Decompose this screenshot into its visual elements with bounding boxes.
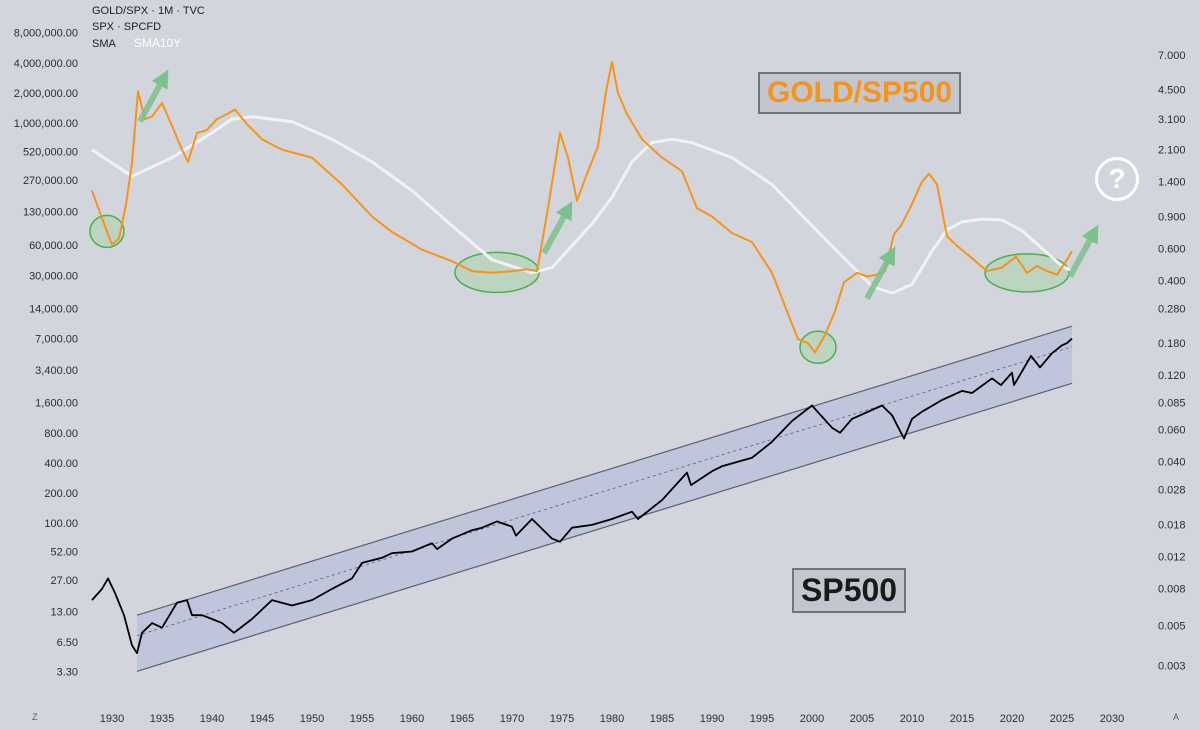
time-axis-tick: 1985	[650, 713, 674, 725]
time-axis-tick: 2015	[950, 713, 974, 725]
legend-sma[interactable]: SMA SMA10Y	[92, 35, 205, 52]
right-axis-tick: 0.008	[1158, 583, 1186, 595]
regression-channel-lower	[136, 382, 1073, 672]
right-axis-tick: 0.018	[1158, 520, 1186, 532]
right-axis-tick: 0.060	[1158, 425, 1186, 437]
left-axis-tick: 100.00	[44, 518, 78, 530]
legend-sma-label: SMA	[92, 38, 116, 50]
right-axis-tick: 7.000	[1158, 50, 1186, 62]
question-mark-icon: ?	[1095, 157, 1139, 201]
chart-legend: GOLD/SPX · 1M · TVC SPX · SPCFD SMA SMA10…	[92, 3, 205, 52]
left-axis-tick: 1,000,000.00	[14, 118, 78, 130]
time-axis-tick: 2030	[1100, 713, 1124, 725]
left-price-axis: 8,000,000.00 4,000,000.00 2,000,000.00 1,00…	[14, 28, 78, 679]
left-axis-tick: 4,000,000.00	[14, 58, 78, 70]
left-axis-tick: 8,000,000.00	[14, 28, 78, 40]
legend-sma-tag: SMA10Y	[133, 36, 182, 50]
time-axis-tick: 1965	[450, 713, 474, 725]
right-axis-tick: 2.100	[1158, 145, 1186, 157]
legend-spx[interactable]: SPX · SPCFD	[92, 21, 162, 33]
time-axis-tick: 2010	[900, 713, 924, 725]
right-axis-tick: 0.012	[1158, 551, 1186, 563]
left-axis-tick: 6.50	[57, 637, 78, 649]
right-axis-tick: 0.085	[1158, 397, 1186, 409]
right-price-axis: 7.000 4.500 3.100 2.100 1.400 0.900 0.600 0.400…	[1158, 50, 1186, 673]
left-axis-tick: 13.00	[50, 607, 78, 619]
timezone-button[interactable]: Z	[32, 712, 38, 722]
sma10y-series-line	[91, 115, 1073, 295]
left-axis-tick: 7,000.00	[35, 334, 78, 346]
time-axis-tick: 1950	[300, 713, 324, 725]
regression-channel-fill	[137, 326, 1072, 672]
regression-channel-upper	[136, 325, 1073, 616]
right-axis-tick: 0.003	[1158, 661, 1186, 673]
right-axis-tick: 0.900	[1158, 211, 1186, 223]
time-axis-tick: 1975	[550, 713, 574, 725]
right-axis-tick: 4.500	[1158, 85, 1186, 97]
left-axis-tick: 520,000.00	[23, 146, 78, 158]
regression-channel-middle	[136, 346, 1073, 637]
right-axis-tick: 0.120	[1158, 370, 1186, 382]
right-axis-tick: 0.400	[1158, 275, 1186, 287]
right-axis-tick: 0.040	[1158, 457, 1186, 469]
right-axis-tick: 1.400	[1158, 177, 1186, 189]
right-axis-tick: 0.028	[1158, 485, 1186, 497]
trend-arrows	[137, 69, 1099, 300]
time-axis: 1930 1935 1940 1945 1950 1955 1960 1965 1970 1975…	[100, 713, 1124, 725]
time-axis-tick: 2000	[800, 713, 824, 725]
time-axis-tick: 1940	[200, 713, 224, 725]
spx-series-line	[91, 337, 1073, 655]
time-axis-tick: 1935	[150, 713, 174, 725]
trend-arrow	[137, 69, 169, 123]
right-axis-tick: 0.005	[1158, 620, 1186, 632]
sp500-title: SP500	[792, 568, 907, 613]
time-axis-tick: 2020	[1000, 713, 1024, 725]
gold-sp500-title: GOLD/SP500	[758, 72, 962, 114]
left-axis-tick: 3.30	[57, 666, 78, 678]
left-axis-tick: 1,600.00	[35, 398, 78, 410]
time-axis-tick: 1990	[700, 713, 724, 725]
auto-scale-button[interactable]: A	[1173, 712, 1180, 722]
trend-arrow	[1067, 224, 1099, 278]
left-axis-tick: 27.00	[50, 575, 78, 587]
left-axis-tick: 400.00	[44, 458, 78, 470]
legend-gold-spx[interactable]: GOLD/SPX · 1M · TVC	[92, 5, 205, 17]
trend-arrow	[541, 201, 573, 255]
time-axis-tick: 1960	[400, 713, 424, 725]
right-axis-tick: 0.600	[1158, 243, 1186, 255]
left-axis-tick: 2,000,000.00	[14, 88, 78, 100]
time-axis-tick: 1930	[100, 713, 124, 725]
time-axis-tick: 1970	[500, 713, 524, 725]
left-axis-tick: 14,000.00	[29, 303, 78, 315]
left-axis-tick: 30,000.00	[29, 270, 78, 282]
time-axis-tick: 1955	[350, 713, 374, 725]
gold-spx-series-line	[91, 61, 1073, 354]
left-axis-tick: 52.00	[50, 547, 78, 559]
time-axis-tick: 1980	[600, 713, 624, 725]
time-axis-tick: 1995	[750, 713, 774, 725]
left-axis-tick: 3,400.00	[35, 365, 78, 377]
right-axis-tick: 0.180	[1158, 338, 1186, 350]
time-axis-tick: 1945	[250, 713, 274, 725]
time-axis-tick: 2005	[850, 713, 874, 725]
left-axis-tick: 800.00	[44, 428, 78, 440]
right-axis-tick: 3.100	[1158, 114, 1186, 126]
left-axis-tick: 130,000.00	[23, 207, 78, 219]
right-axis-tick: 0.280	[1158, 303, 1186, 315]
left-axis-tick: 200.00	[44, 488, 78, 500]
left-axis-tick: 270,000.00	[23, 175, 78, 187]
time-axis-tick: 2025	[1050, 713, 1074, 725]
left-axis-tick: 60,000.00	[29, 240, 78, 252]
trend-arrow	[864, 246, 896, 300]
